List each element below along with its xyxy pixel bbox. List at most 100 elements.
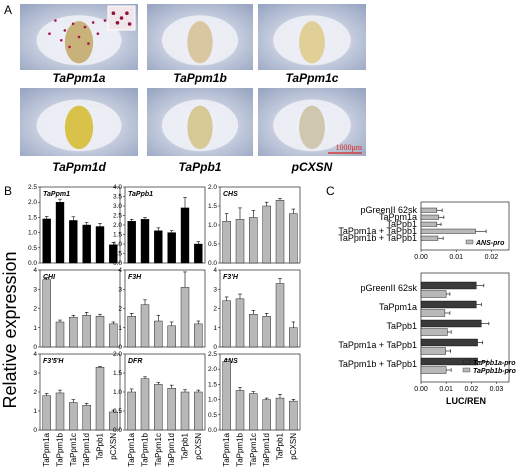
photo-spot	[68, 45, 71, 49]
y-tick-label: 0	[118, 344, 122, 351]
bar-TaPpm1d	[167, 388, 176, 431]
bar-TaPpm1a	[222, 361, 231, 431]
y-tick-label: 2	[118, 306, 122, 313]
x-tick-label: 0.02	[464, 386, 478, 393]
chart-title: TaPpb1	[128, 191, 153, 198]
bar-TaPpm1c	[69, 316, 78, 348]
bar-TaPpm1b	[235, 390, 245, 431]
x-tick-label: 0.00	[414, 386, 428, 393]
bar-pCXSN	[194, 391, 203, 431]
y-tick-label: 0.0	[113, 427, 122, 434]
x-category-label: TaPpm1a	[42, 432, 51, 466]
y-tick-label: 1.5	[208, 203, 217, 210]
x-category-label: TaPpm1d	[262, 433, 271, 467]
bar-TaPpb1	[275, 397, 285, 431]
y-tick-label: 1	[213, 325, 217, 332]
y-tick-label: 2.0	[208, 184, 217, 191]
photo-label: TaPpm1c	[286, 71, 339, 85]
bar-TaPpm1a	[42, 279, 51, 348]
photo-inset-spot	[115, 21, 120, 25]
chart-frame	[219, 353, 301, 431]
chart-frame	[39, 269, 121, 348]
y-tick-label: 1.5	[113, 370, 122, 377]
x-tick-label: 0.01	[449, 254, 463, 261]
bar-TaPpm1d	[262, 399, 271, 431]
bar-TaPpm1a	[222, 220, 231, 264]
chart-frame	[420, 272, 510, 383]
bar-TaPpm1a	[42, 395, 51, 431]
y-tick-label: 0.5	[28, 245, 37, 252]
bar-TaPpm1b	[140, 219, 150, 264]
y-tick-label: 0	[33, 344, 37, 351]
bar-TaPpb1a-pro	[420, 319, 482, 328]
category-label: TaPpm1b + TaPpb1	[338, 359, 417, 369]
y-tick-label: 2.5	[28, 184, 37, 191]
bar-pCXSN	[289, 213, 298, 264]
bar-TaPpm1a	[127, 391, 136, 431]
bar-TaPpb1	[180, 207, 190, 264]
y-tick-label: 4.0	[113, 184, 122, 191]
bar-TaPpm1c	[69, 402, 78, 431]
panel-b-ylabel: Relative expression	[0, 251, 20, 408]
y-tick-label: 0.5	[113, 251, 122, 258]
photo-TaPpm1c: TaPpm1c	[258, 4, 366, 85]
panel-a-letter: A	[4, 3, 12, 17]
bar-TaPpm1d	[167, 232, 176, 264]
x-tick-label: 0.02	[485, 254, 499, 261]
photo-spot	[48, 32, 51, 35]
legend-swatch	[462, 359, 471, 365]
bar-TaPpm1d	[262, 316, 271, 348]
photo-spot	[96, 32, 100, 35]
bar-pCXSN	[289, 400, 298, 431]
chart-title: CHS	[223, 191, 238, 198]
y-tick-label: 0.5	[208, 241, 217, 248]
x-category-label: TaPpm1d	[167, 433, 176, 467]
photo-label: pCXSN	[291, 160, 333, 174]
category-label: TaPpb1	[386, 219, 417, 229]
legend-swatch	[462, 367, 471, 373]
photo-embryo	[187, 105, 213, 150]
photo-spot	[103, 19, 107, 22]
bar-ANS-pro	[420, 214, 439, 220]
y-tick-label: 4	[33, 267, 37, 274]
chart-frame	[219, 186, 301, 264]
category-label: TaPpm1b + TaPpb1	[338, 233, 417, 243]
x-category-label: TaPpm1a	[222, 432, 231, 466]
bar-TaPpm1d	[82, 315, 91, 348]
chart-F3'H: 0 1 2 3 4 F3'H	[213, 267, 301, 351]
y-tick-label: 2.0	[208, 366, 217, 373]
y-tick-label: 1	[33, 408, 37, 415]
photo-inset-spot	[125, 11, 129, 15]
photo-spot	[87, 42, 90, 45]
y-tick-label: 4	[213, 267, 217, 274]
bar-TaPpm1c	[154, 384, 163, 431]
photo-spot	[60, 39, 63, 42]
x-tick-label: 0.01	[439, 386, 453, 393]
y-tick-label: 2	[33, 306, 37, 313]
luc-chart-2: 0.00 0.01 0.02 0.03 pGreenII 62sk TaPpm1a TaPp…	[338, 272, 517, 393]
category-label: TaPpm1a + TaPpb1	[338, 226, 417, 236]
legend-label: TaPpb1a-pro	[473, 360, 516, 367]
y-tick-label: 1.0	[113, 241, 122, 248]
y-tick-label: 0.0	[113, 260, 122, 267]
panel-b-charts: 0.0 0.5 1.0 1.5 2.0 2.5 TaPpm1 0.0 0.5 1.0 1.5 2.0 2…	[28, 184, 301, 467]
chart-CHS: 0.0 0.5 1.0 1.5 2.0 CHS	[208, 184, 301, 267]
x-category-label: pCXSN	[194, 433, 203, 460]
bar-TaPpm1b	[140, 378, 150, 431]
chart-CHI: 0 1 2 3 4 CHI	[33, 267, 121, 351]
chart-title: F3'H	[223, 274, 239, 281]
photo-TaPpm1d: TaPpm1d	[20, 88, 138, 174]
y-tick-label: 3	[33, 370, 37, 377]
x-category-label: TaPpm1d	[82, 433, 91, 467]
panel-c-xlabel: LUC/REN	[446, 396, 486, 406]
bar-pCXSN	[194, 243, 203, 264]
bar-TaPpb1	[275, 200, 285, 264]
x-tick-label: 0.03	[490, 386, 504, 393]
x-category-label: TaPpm1b	[141, 432, 150, 466]
photo-spot	[77, 35, 81, 39]
y-tick-label: 2.5	[113, 213, 122, 220]
bar-TaPpb1	[275, 283, 285, 348]
y-tick-label: 4	[118, 267, 122, 274]
y-tick-label: 1	[118, 325, 122, 332]
